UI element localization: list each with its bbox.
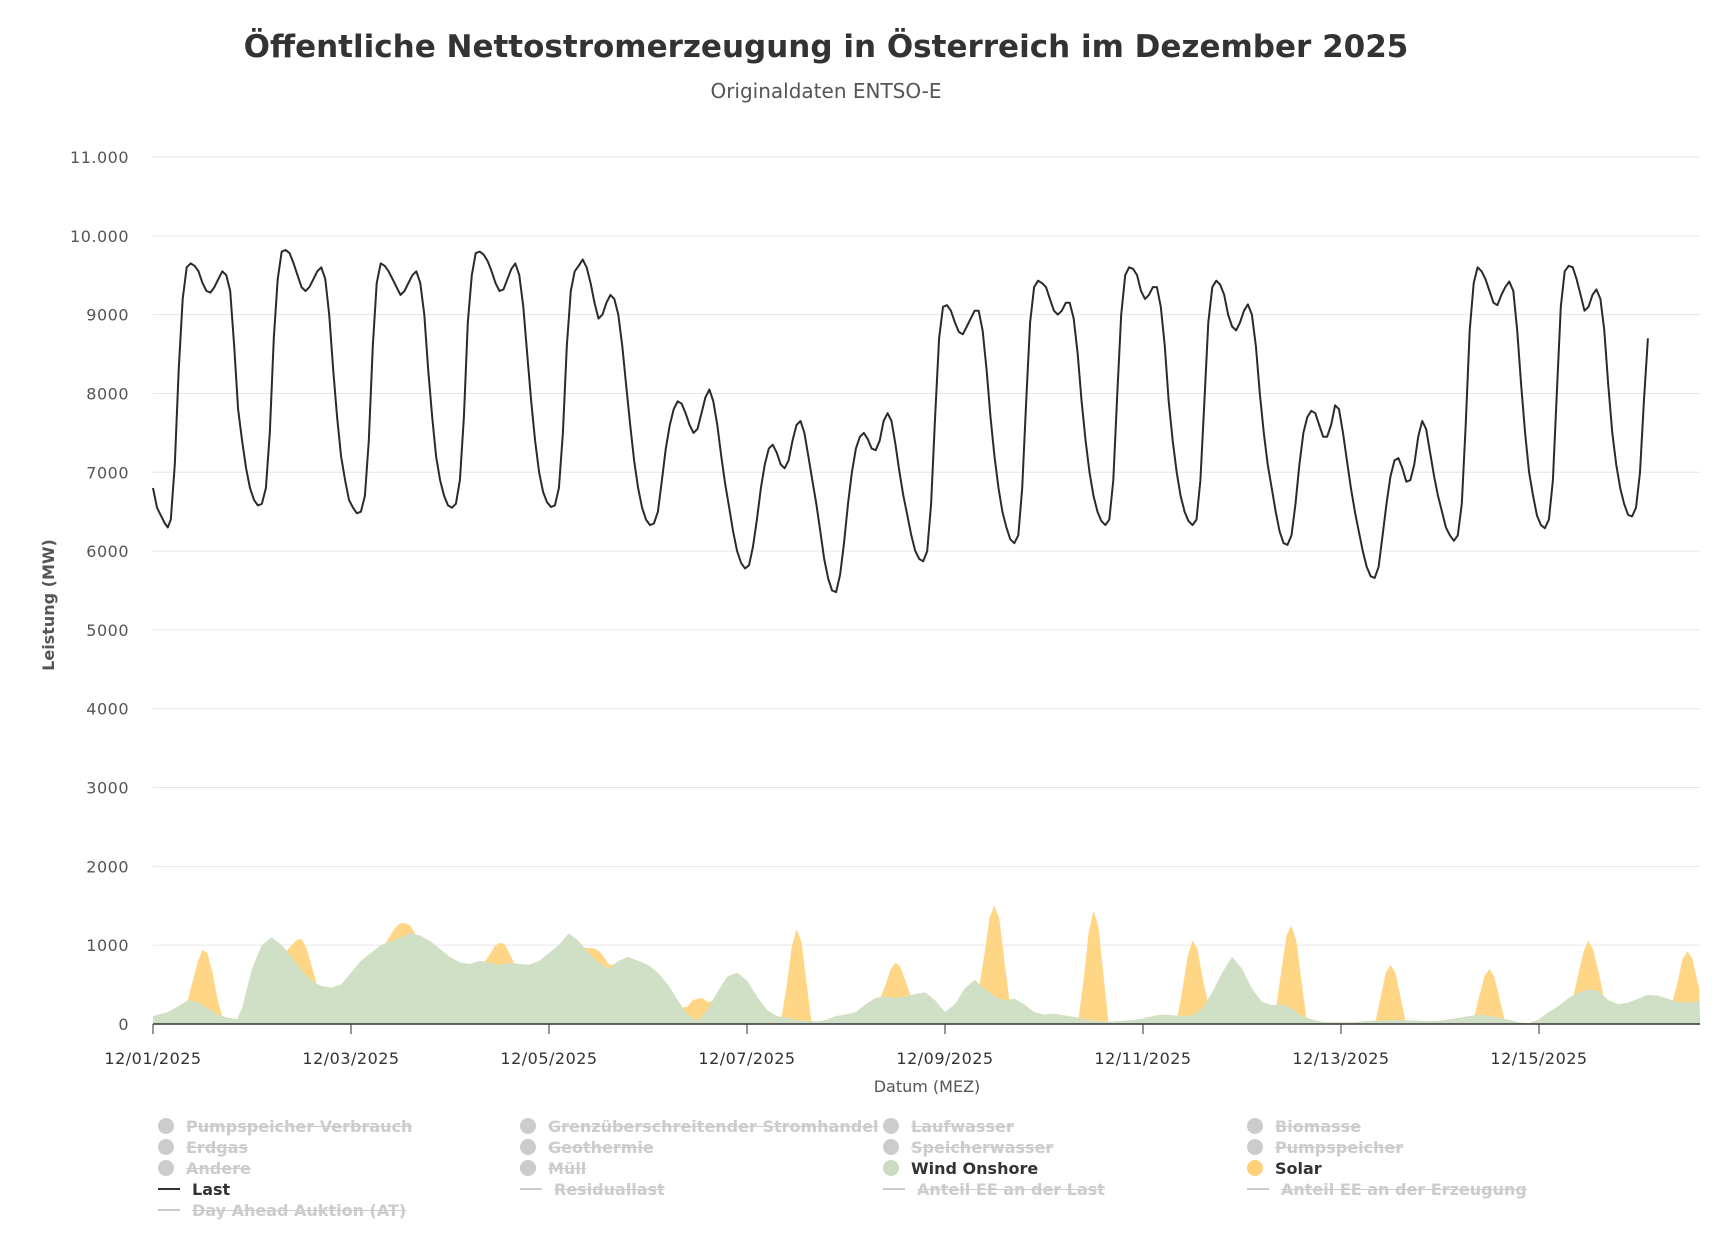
legend-label: Speicherwasser [911, 1137, 1054, 1157]
y-tick-label: 1000 [86, 936, 129, 955]
y-tick-label: 4000 [86, 700, 129, 719]
legend-label: Laufwasser [911, 1116, 1014, 1136]
legend-label: Wind Onshore [911, 1158, 1039, 1178]
wind-onshore-area [153, 933, 1700, 1024]
legend-item[interactable]: Biomasse [1247, 1116, 1361, 1136]
legend-dot-icon [520, 1160, 536, 1176]
legend-label: Anteil EE an der Last [917, 1179, 1105, 1199]
legend-item[interactable]: Andere [158, 1158, 251, 1178]
legend-line-icon [883, 1188, 905, 1190]
y-tick-label: 9000 [86, 306, 129, 325]
x-tick-label: 12/01/2025 [104, 1049, 201, 1068]
legend-dot-icon [520, 1139, 536, 1155]
legend-item[interactable]: Speicherwasser [883, 1137, 1053, 1157]
legend-item[interactable]: Anteil EE an der Erzeugung [1247, 1179, 1527, 1199]
legend-label: Day Ahead Auktion (AT) [192, 1200, 407, 1220]
legend-label: Solar [1275, 1158, 1322, 1178]
legend: Pumpspeicher Verbrauch Grenzüberschreiten… [158, 1116, 1618, 1236]
x-tick-label: 12/15/2025 [1490, 1049, 1587, 1068]
x-axis-ticks: 12/01/2025 12/03/2025 12/05/2025 12/07/2025… [104, 1024, 1587, 1068]
legend-dot-icon [883, 1139, 899, 1155]
legend-dot-icon [1247, 1118, 1263, 1134]
y-axis-ticks: 0 1000 2000 3000 4000 5000 6000 7000 8000 9000 10.… [70, 148, 129, 1034]
legend-item[interactable]: Erdgas [158, 1137, 248, 1157]
legend-dot-icon [883, 1160, 899, 1176]
legend-label: Erdgas [186, 1137, 249, 1157]
legend-item[interactable]: Geothermie [520, 1137, 654, 1157]
y-tick-label: 11.000 [70, 148, 129, 167]
y-tick-label: 3000 [86, 779, 129, 798]
legend-item[interactable]: Laufwasser [883, 1116, 1014, 1136]
legend-label: Pumpspeicher Verbrauch [186, 1116, 413, 1136]
legend-label: Andere [186, 1158, 251, 1178]
legend-dot-icon [883, 1118, 899, 1134]
x-axis-title: Datum (MEZ) [874, 1077, 981, 1096]
legend-dot-icon [158, 1160, 174, 1176]
legend-item[interactable]: Pumpspeicher [1247, 1137, 1403, 1157]
area-series [153, 905, 1700, 1024]
y-axis-title: Leistung (MW) [39, 539, 58, 671]
legend-line-icon [158, 1188, 180, 1190]
y-tick-label: 0 [118, 1015, 129, 1034]
legend-line-icon [158, 1209, 180, 1211]
legend-item[interactable]: Grenzüberschreitender Stromhandel [520, 1116, 879, 1136]
legend-label: Anteil EE an der Erzeugung [1281, 1179, 1527, 1199]
y-tick-label: 7000 [86, 463, 129, 482]
legend-label: Geothermie [548, 1137, 654, 1157]
legend-label: Biomasse [1275, 1116, 1362, 1136]
legend-label: Pumpspeicher [1275, 1137, 1404, 1157]
legend-dot-icon [1247, 1139, 1263, 1155]
legend-item[interactable]: Pumpspeicher Verbrauch [158, 1116, 412, 1136]
y-tick-label: 5000 [86, 621, 129, 640]
legend-label: Last [192, 1179, 231, 1199]
legend-label: Müll [548, 1158, 587, 1178]
legend-label: Grenzüberschreitender Stromhandel [548, 1116, 879, 1136]
legend-item[interactable]: Day Ahead Auktion (AT) [158, 1200, 406, 1220]
chart-title: Öffentliche Nettostromerzeugung in Öster… [244, 28, 1409, 65]
x-tick-label: 12/11/2025 [1094, 1049, 1191, 1068]
legend-dot-icon [1247, 1160, 1263, 1176]
legend-dot-icon [520, 1118, 536, 1134]
legend-line-icon [1247, 1188, 1269, 1190]
x-tick-label: 12/13/2025 [1292, 1049, 1389, 1068]
x-tick-label: 12/09/2025 [896, 1049, 993, 1068]
x-tick-label: 12/03/2025 [302, 1049, 399, 1068]
x-tick-label: 12/05/2025 [500, 1049, 597, 1068]
last-line [152, 249, 1649, 594]
legend-item[interactable]: Wind Onshore [883, 1158, 1038, 1178]
y-tick-label: 2000 [86, 857, 129, 876]
chart-subtitle: Originaldaten ENTSO-E [710, 79, 941, 103]
legend-item[interactable]: Solar [1247, 1158, 1322, 1178]
x-tick-label: 12/07/2025 [698, 1049, 795, 1068]
line-series [152, 249, 1649, 594]
legend-line-icon [520, 1188, 542, 1190]
legend-dot-icon [158, 1139, 174, 1155]
legend-item[interactable]: Last [158, 1179, 230, 1199]
legend-item[interactable]: Müll [520, 1158, 586, 1178]
legend-dot-icon [158, 1118, 174, 1134]
legend-item[interactable]: Residuallast [520, 1179, 665, 1199]
y-tick-label: 10.000 [70, 227, 129, 246]
legend-label: Residuallast [554, 1179, 665, 1199]
y-tick-label: 6000 [86, 542, 129, 561]
legend-item[interactable]: Anteil EE an der Last [883, 1179, 1105, 1199]
y-tick-label: 8000 [86, 384, 129, 403]
